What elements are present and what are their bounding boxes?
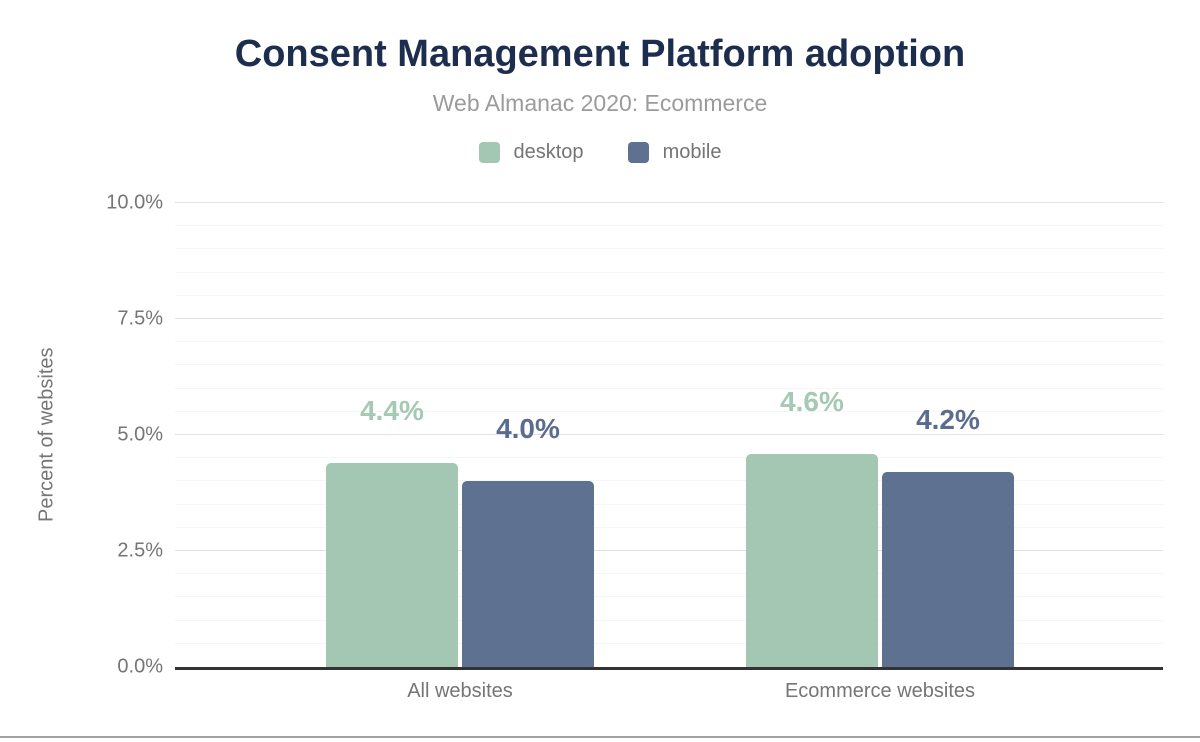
minor-gridline xyxy=(175,573,1163,575)
legend-label: desktop xyxy=(513,141,584,163)
legend-swatch-mobile xyxy=(627,142,649,163)
bar-value-label-desktop-ecommerce-websites: 4.6% xyxy=(780,385,844,417)
y-axis-tick-label: 7.5% xyxy=(117,307,163,330)
bar-value-label-mobile-all-websites: 4.0% xyxy=(496,413,560,445)
major-gridline xyxy=(175,202,1163,203)
major-gridline xyxy=(175,550,1163,551)
minor-gridline xyxy=(175,410,1163,412)
y-axis-tick-label: 2.5% xyxy=(117,539,163,562)
minor-gridline xyxy=(175,341,1163,343)
minor-gridline xyxy=(175,225,1163,227)
legend-item-mobile: mobile xyxy=(627,141,722,164)
minor-gridline xyxy=(175,596,1163,598)
minor-gridline xyxy=(175,526,1163,528)
y-axis-tick-label: 10.0% xyxy=(106,191,163,214)
minor-gridline xyxy=(175,642,1163,644)
bar-desktop-ecommerce-websites xyxy=(746,453,878,667)
legend-swatch-desktop xyxy=(478,142,500,163)
minor-gridline xyxy=(175,480,1163,482)
bar-value-label-mobile-ecommerce-websites: 4.2% xyxy=(916,404,980,436)
minor-gridline xyxy=(175,294,1163,296)
legend: desktop mobile xyxy=(0,141,1200,164)
bar-value-label-desktop-all-websites: 4.4% xyxy=(360,394,424,426)
bar-mobile-all-websites xyxy=(462,481,594,667)
page-bottom-divider xyxy=(0,736,1200,738)
minor-gridline xyxy=(175,248,1163,250)
y-axis-tick-label: 0.0% xyxy=(117,655,163,678)
major-gridline xyxy=(175,434,1163,435)
minor-gridline xyxy=(175,271,1163,273)
chart-title: Consent Management Platform adoption xyxy=(234,33,966,75)
chart-subtitle: Web Almanac 2020: Ecommerce xyxy=(432,90,768,116)
minor-gridline xyxy=(175,619,1163,621)
bar-mobile-ecommerce-websites xyxy=(882,472,1014,667)
legend-item-desktop: desktop xyxy=(478,141,584,164)
minor-gridline xyxy=(175,387,1163,389)
minor-gridline xyxy=(175,503,1163,505)
bar-desktop-all-websites xyxy=(326,462,458,667)
minor-gridline xyxy=(175,364,1163,366)
x-axis-category-label: Ecommerce websites xyxy=(784,680,976,702)
legend-label: mobile xyxy=(662,141,722,163)
y-axis: 0.0% 2.5% 5.0% 7.5% 10.0% xyxy=(0,192,163,678)
major-gridline xyxy=(175,318,1163,319)
x-axis-category-label: All websites xyxy=(407,680,513,702)
y-axis-tick-label: 5.0% xyxy=(117,423,163,446)
plot-area: 4.4% 4.0% All websites 4.6% 4.2% Ecommerce we… xyxy=(175,202,1163,702)
minor-gridline xyxy=(175,457,1163,459)
